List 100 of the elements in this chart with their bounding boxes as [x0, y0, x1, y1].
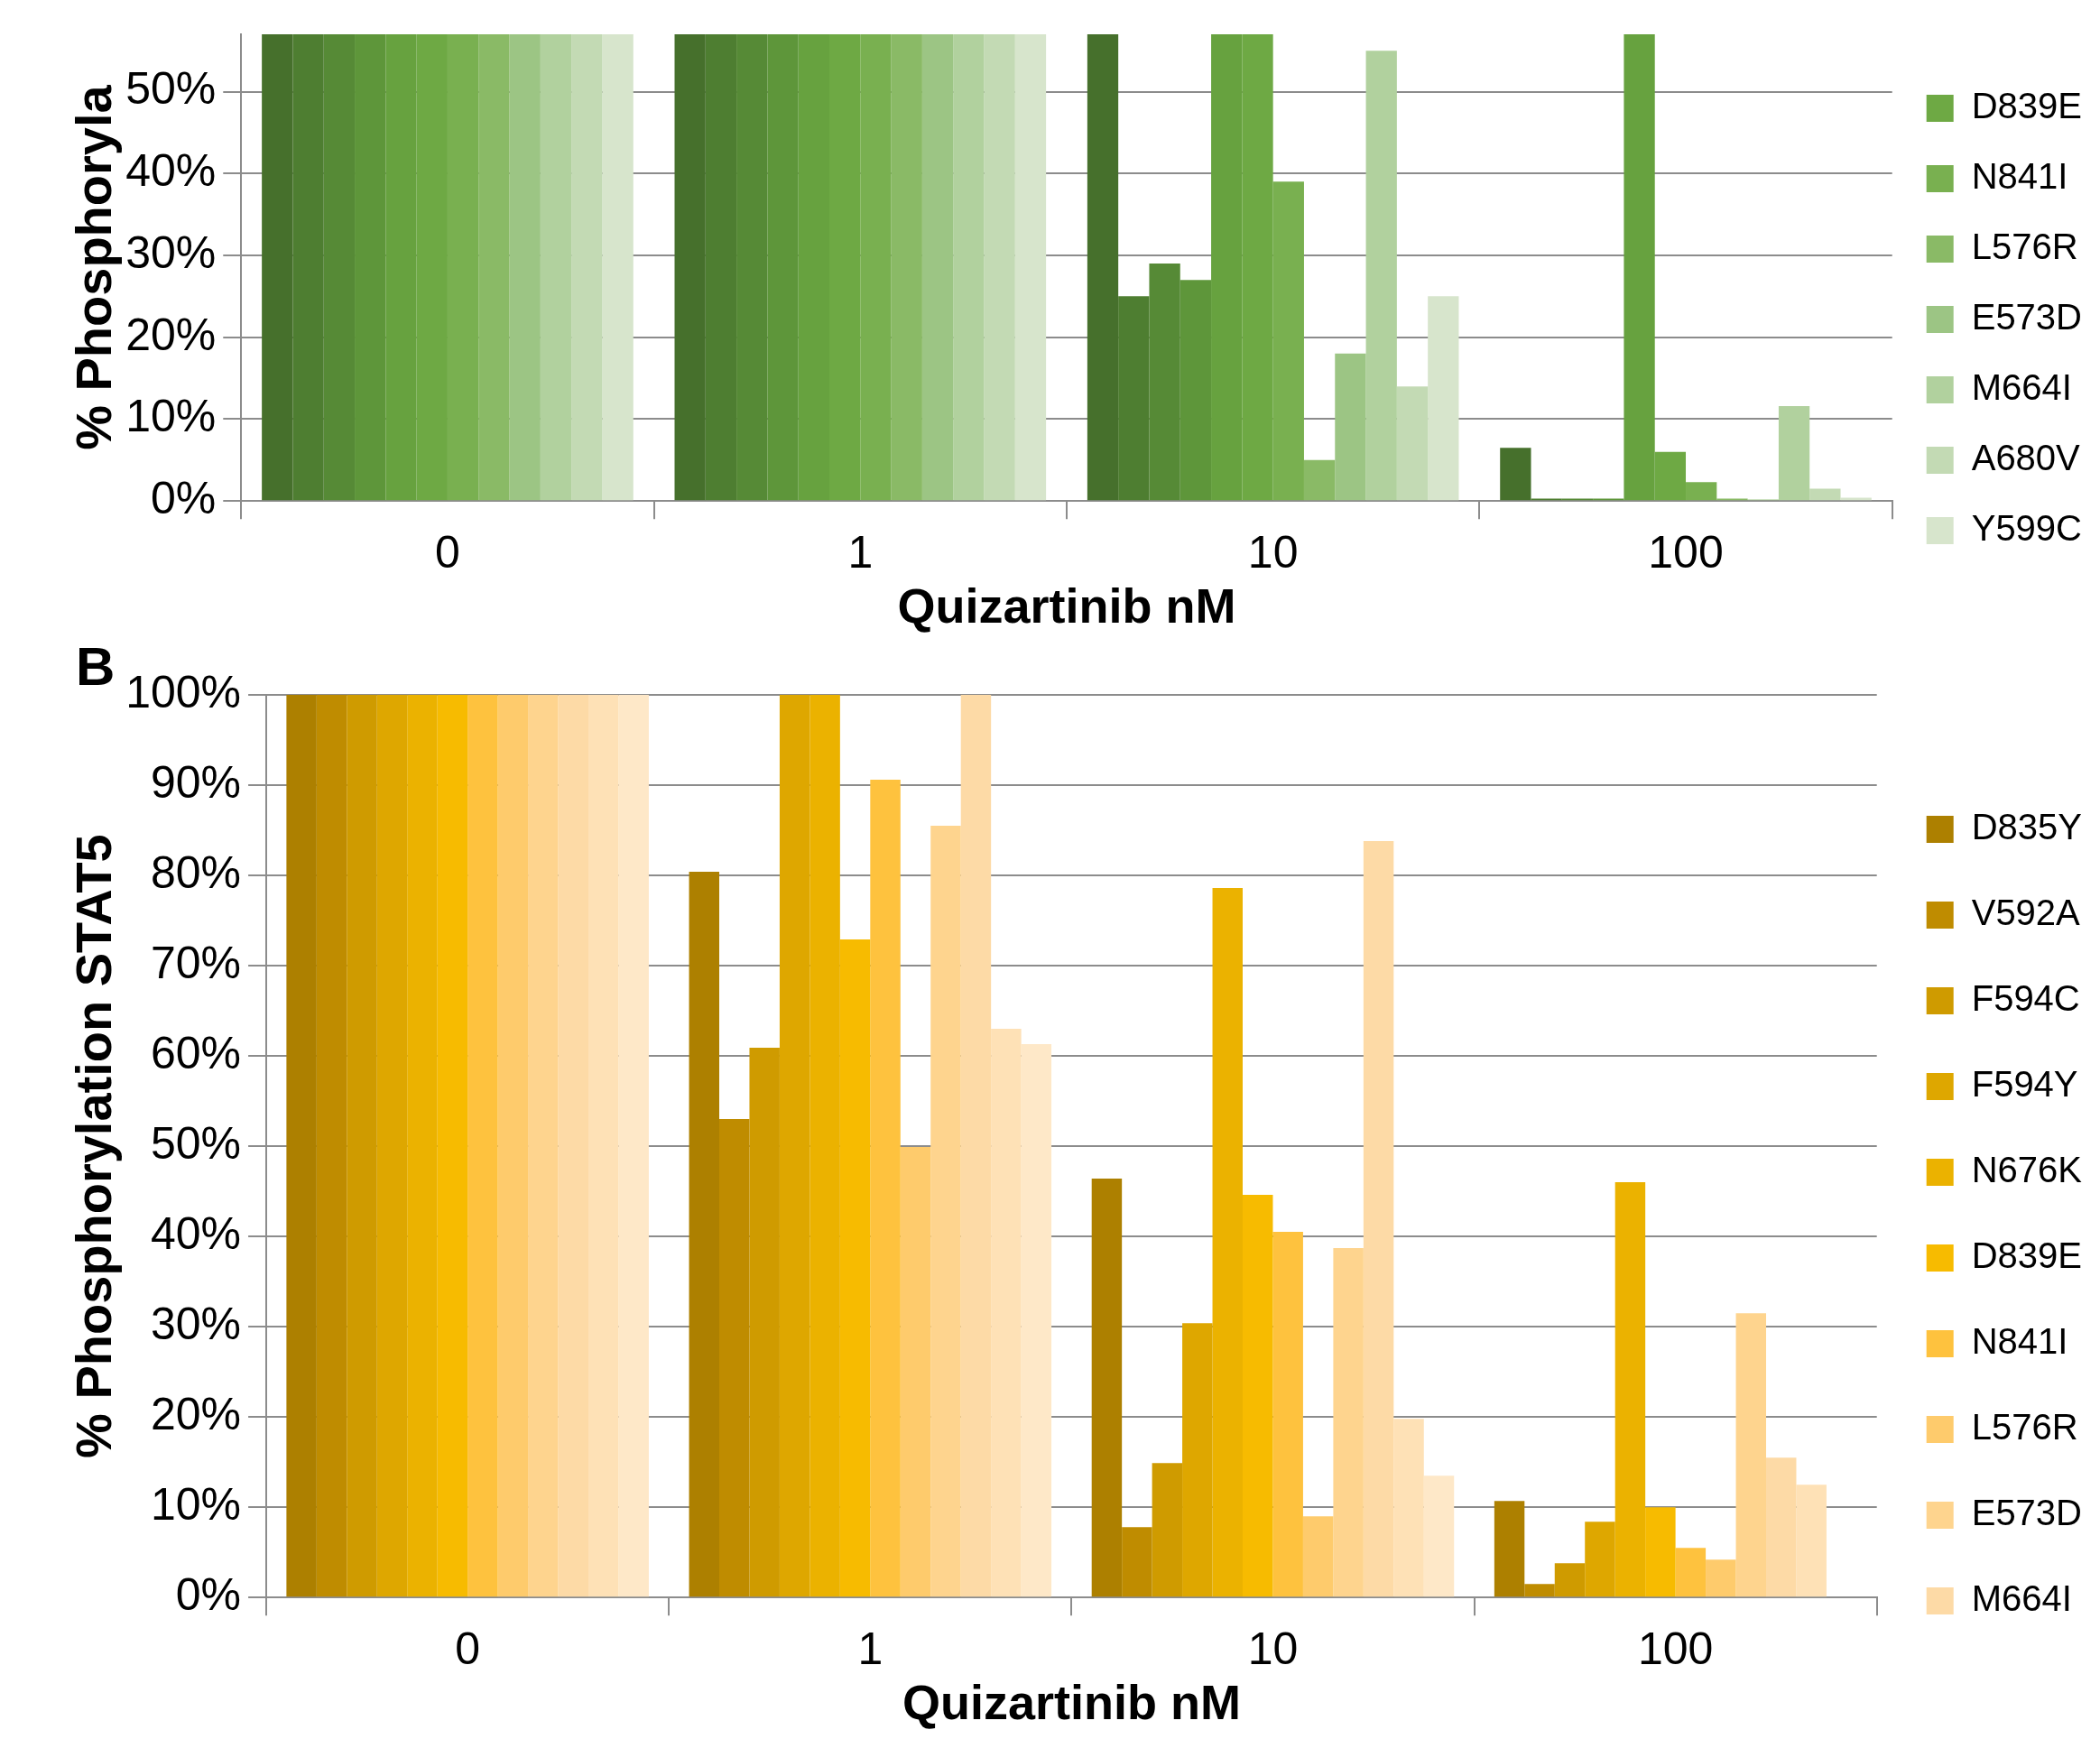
y-tick-label: 10% [125, 391, 217, 442]
bar [930, 826, 961, 1597]
bar [953, 34, 985, 501]
bar [921, 34, 954, 501]
y-tick-label: 50% [125, 63, 217, 115]
bar [376, 695, 408, 1597]
bar [497, 695, 529, 1597]
x-tick-label: 0 [455, 1623, 481, 1674]
y-tick-label: 50% [151, 1117, 242, 1169]
chart-title: B [76, 635, 116, 697]
bar [1363, 841, 1394, 1597]
bar [1014, 34, 1047, 501]
bar [1302, 1516, 1334, 1597]
y-tick-label: 80% [151, 846, 242, 898]
bar [1428, 296, 1459, 501]
x-tick-label: 100 [1648, 526, 1724, 578]
legend-label: M664I [1971, 367, 2072, 408]
y-tick-label: 30% [151, 1298, 242, 1349]
y-tick-label: 0% [151, 472, 217, 523]
bar [991, 1029, 1022, 1597]
bar [749, 1048, 780, 1597]
bar [262, 34, 293, 501]
bar [1333, 1248, 1364, 1597]
bar [1091, 1179, 1123, 1597]
bar [1494, 1501, 1525, 1597]
x-axis-title: Quizartinib nM [897, 578, 1236, 634]
bar [618, 695, 649, 1597]
bar [1809, 488, 1841, 501]
legend-label: F594Y [1971, 1064, 2078, 1105]
bar [1365, 51, 1397, 501]
bar [1122, 1527, 1152, 1597]
bar [1396, 386, 1429, 501]
y-tick-label: 60% [151, 1027, 242, 1078]
legend-label: L576R [1971, 227, 2078, 267]
bar [1021, 1044, 1052, 1597]
legend-label: D839E [1971, 1235, 2083, 1276]
bar [674, 34, 706, 501]
legend-label: N676K [1971, 1150, 2083, 1190]
bar [1675, 1548, 1707, 1597]
bar [891, 34, 922, 501]
y-tick-label: 20% [151, 1388, 242, 1439]
x-axis-title: Quizartinib nM [902, 1675, 1241, 1730]
x-tick-label: 0 [435, 526, 460, 578]
bar [571, 34, 603, 501]
x-tick-label: 1 [847, 526, 874, 578]
bar [558, 695, 588, 1597]
bar [528, 695, 559, 1597]
bar [478, 34, 510, 501]
bar [1778, 405, 1810, 501]
bar [1585, 1522, 1615, 1597]
legend-label: L576R [1971, 1407, 2078, 1448]
y-tick-label: 40% [151, 1207, 242, 1259]
bar [316, 695, 347, 1597]
legend-label: D839E [1971, 86, 2083, 126]
bar [1152, 1463, 1183, 1597]
bar [1393, 1419, 1424, 1597]
bar [960, 695, 992, 1597]
bar [347, 695, 377, 1597]
y-tick-label: 100% [125, 666, 242, 717]
bar [984, 34, 1015, 501]
bar [779, 695, 810, 1597]
bar [1272, 1232, 1303, 1597]
bar [900, 1147, 931, 1597]
legend-label: M664I [1971, 1578, 2072, 1619]
legend-label: N841I [1971, 156, 2068, 197]
bar [1335, 353, 1366, 501]
legend-label: E573D [1971, 297, 2083, 338]
bar [1423, 1475, 1455, 1597]
bar [467, 695, 498, 1597]
bar [1796, 1485, 1827, 1597]
bar [1182, 1323, 1213, 1597]
bar [1303, 459, 1336, 501]
legend-label: E573D [1971, 1493, 2083, 1533]
legend-label: V592A [1971, 893, 2081, 933]
y-tick-label: 10% [151, 1478, 242, 1530]
bar [1766, 1457, 1797, 1597]
bar [689, 872, 719, 1597]
y-axis-title: % Phosphoryla [65, 84, 123, 450]
legend-label: F594C [1971, 978, 2080, 1019]
legend-label: Y599C [1971, 508, 2083, 549]
bar [588, 695, 619, 1597]
legend-label: A680V [1971, 438, 2081, 478]
y-tick-label: 20% [125, 309, 217, 360]
bar [509, 34, 541, 501]
legend-label: D835Y [1971, 807, 2083, 847]
bar [870, 780, 901, 1597]
bar [719, 1119, 750, 1597]
x-tick-label: 1 [857, 1623, 883, 1674]
bar [1706, 1559, 1736, 1597]
bar [286, 695, 317, 1597]
bar [1735, 1313, 1766, 1597]
bar [1500, 448, 1531, 501]
y-axis-title: % Phosphorylation STAT5 [65, 834, 123, 1458]
bar [1554, 1563, 1586, 1597]
x-tick-label: 100 [1637, 1623, 1714, 1674]
y-tick-label: 0% [175, 1568, 242, 1620]
bar [1087, 34, 1119, 501]
y-tick-label: 70% [151, 937, 242, 988]
y-tick-label: 30% [125, 227, 217, 278]
y-tick-label: 40% [125, 145, 217, 197]
